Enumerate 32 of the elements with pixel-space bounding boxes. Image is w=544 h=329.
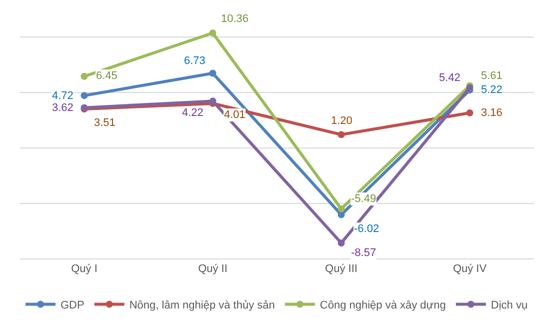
x-tick-label: Quý I <box>71 263 98 275</box>
point <box>80 92 88 100</box>
point <box>80 72 88 80</box>
x-tick-label: Quý III <box>325 263 358 275</box>
data-label: 4.01 <box>224 109 246 121</box>
data-label: 1.20 <box>331 115 352 127</box>
data-label: 3.62 <box>52 102 74 114</box>
data-label: -8.57 <box>351 247 376 259</box>
legend-label: Công nghiệp và xây dựng <box>320 300 446 312</box>
data-label: 6.73 <box>184 55 206 67</box>
data-label: 3.51 <box>94 117 116 129</box>
point <box>209 30 216 36</box>
data-label: 3.16 <box>481 107 502 119</box>
point <box>338 240 345 246</box>
x-tick-label: Quý II <box>198 263 228 275</box>
data-label: -5.49 <box>351 193 376 205</box>
data-label: -6.02 <box>354 223 380 235</box>
legend-label: Dịch vụ <box>490 300 528 312</box>
data-label: 5.61 <box>481 70 502 82</box>
data-label: 4.72 <box>52 90 74 102</box>
legend-label: GDP <box>60 300 84 312</box>
x-tick-label: Quý IV <box>452 263 488 275</box>
data-label: 5.22 <box>481 84 502 96</box>
point <box>338 205 345 212</box>
data-label: 6.45 <box>96 70 118 82</box>
legend-label: Nông, lâm nghiệp và thủy sản <box>129 300 275 312</box>
point <box>338 131 345 138</box>
point <box>209 70 216 77</box>
point <box>466 109 474 116</box>
data-label: 10.36 <box>221 13 249 25</box>
data-label: 5.42 <box>439 72 460 84</box>
data-label: 4.22 <box>182 107 204 119</box>
